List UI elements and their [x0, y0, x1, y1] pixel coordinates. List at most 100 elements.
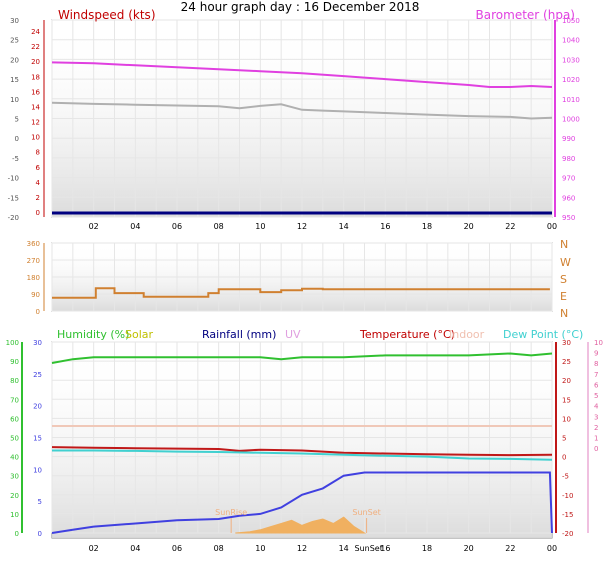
x-tick-label: 14 [339, 222, 349, 231]
y-tick-temperature: 0 [562, 454, 566, 462]
gust-line [51, 101, 553, 120]
chart-title: 24 hour graph day : 16 December 2018 [181, 0, 420, 14]
y-tick-humidity: 20 [10, 492, 19, 500]
y-tick-temperature: -5 [562, 473, 569, 481]
y-tick-direction: 180 [27, 274, 40, 282]
x-tick-label: 02 [89, 544, 99, 553]
x-tick-label: 08 [214, 222, 224, 231]
y-tick-humidity: 50 [10, 435, 19, 443]
y-tick-windspeed: 2 [36, 194, 40, 202]
legend-entry: Solar [125, 328, 154, 341]
y-tick-barometer: 1050 [562, 17, 580, 25]
y-tick-humidity: 60 [10, 415, 19, 423]
y-tick-compass: E [560, 290, 567, 303]
y-tick-humidity: 100 [6, 339, 19, 347]
y-tick-windspeed: 4 [36, 179, 41, 187]
dewpoint-line [52, 449, 553, 461]
y-tick-windspeed: 8 [36, 149, 40, 157]
y-tick-humidity: 80 [10, 377, 19, 385]
y-tick-windspeed: 12 [31, 119, 40, 127]
y-tick-rainfall: 0 [38, 530, 42, 538]
y-tick-left: -5 [12, 155, 19, 163]
barometer-line [51, 61, 553, 88]
y-tick-barometer: 1030 [562, 56, 580, 64]
y-tick-temperature: 5 [562, 435, 566, 443]
y-tick-temperature: 15 [562, 396, 571, 404]
y-tick-compass: N [560, 238, 568, 251]
x-tick-label: 22 [505, 222, 515, 231]
y-tick-temperature: 10 [562, 415, 571, 423]
y-tick-compass: N [560, 307, 568, 320]
y-tick-left: 5 [15, 116, 19, 124]
y-tick-uv: 6 [594, 381, 599, 389]
y-tick-windspeed: 24 [31, 28, 40, 36]
x-tick-label: 16 [380, 222, 390, 231]
y-tick-windspeed: 18 [31, 73, 40, 81]
y-tick-left: -10 [8, 175, 19, 183]
y-tick-left: 25 [10, 37, 19, 45]
y-tick-left: 20 [10, 56, 19, 64]
y-tick-windspeed: 16 [31, 88, 40, 96]
sunset-axis-label: SunSet [354, 544, 382, 553]
y-tick-uv: 2 [594, 424, 598, 432]
x-tick-label: 04 [130, 222, 140, 231]
x-tick-label: 20 [464, 544, 474, 553]
y-tick-windspeed: 20 [31, 58, 40, 66]
legend-entry: Indoor [449, 328, 485, 341]
humidity-temperature-panel: 1009080706050403020100302520151050302520… [6, 328, 603, 553]
legend-entry: Temperature (°C) [359, 328, 455, 341]
x-tick-label: 00 [547, 544, 557, 553]
y-tick-barometer: 970 [562, 175, 575, 183]
legend-entry: Humidity (%) [57, 328, 129, 341]
y-tick-barometer: 1040 [562, 37, 580, 45]
wind-direction-line [52, 287, 550, 299]
y-tick-direction: 0 [36, 308, 40, 316]
y-tick-temperature: 30 [562, 339, 571, 347]
y-tick-uv: 8 [594, 360, 598, 368]
y-tick-windspeed: 0 [36, 209, 40, 217]
y-tick-barometer: 1020 [562, 76, 580, 84]
y-tick-barometer: 960 [562, 194, 575, 202]
x-tick-label: 12 [297, 544, 307, 553]
y-tick-humidity: 30 [10, 473, 19, 481]
legend-entry: UV [285, 328, 301, 341]
y-tick-temperature: -15 [562, 511, 573, 519]
y-tick-windspeed: 22 [31, 43, 40, 51]
y-tick-left: 10 [10, 96, 19, 104]
y-tick-barometer: 980 [562, 155, 575, 163]
x-tick-label: 16 [380, 544, 390, 553]
y-tick-direction: 90 [31, 291, 40, 299]
sunrise-label: SunRise [215, 508, 247, 517]
rainfall-line [51, 471, 553, 534]
y-tick-temperature: 25 [562, 358, 571, 366]
x-tick-label: 00 [547, 222, 557, 231]
y-tick-temperature: -20 [562, 530, 573, 538]
y-tick-left: -20 [8, 214, 19, 222]
wind-barometer-panel: 302520151050-5-10-15-2024222018161412108… [8, 8, 580, 231]
y-tick-rainfall: 5 [38, 498, 42, 506]
y-tick-rainfall: 15 [33, 435, 42, 443]
y-tick-barometer: 950 [562, 214, 575, 222]
y-tick-direction: 360 [27, 240, 40, 248]
y-tick-uv: 10 [594, 339, 603, 347]
x-tick-label: 10 [255, 222, 265, 231]
x-tick-label: 18 [422, 222, 432, 231]
y-tick-rainfall: 25 [33, 371, 42, 379]
y-tick-uv: 0 [594, 445, 598, 453]
y-tick-humidity: 0 [15, 530, 19, 538]
y-tick-uv: 3 [594, 413, 598, 421]
x-tick-label: 12 [297, 222, 307, 231]
y-tick-compass: W [560, 256, 571, 269]
barometer-legend: Barometer (hpa) [476, 8, 575, 22]
y-tick-left: 15 [10, 76, 19, 84]
legend-entry: Rainfall (mm) [202, 328, 276, 341]
y-tick-rainfall: 20 [33, 403, 42, 411]
humidity-line [51, 352, 553, 364]
y-tick-windspeed: 6 [36, 164, 41, 172]
y-tick-humidity: 90 [10, 358, 19, 366]
y-tick-uv: 4 [594, 403, 599, 411]
y-tick-windspeed: 10 [31, 134, 40, 142]
y-tick-barometer: 1000 [562, 116, 580, 124]
